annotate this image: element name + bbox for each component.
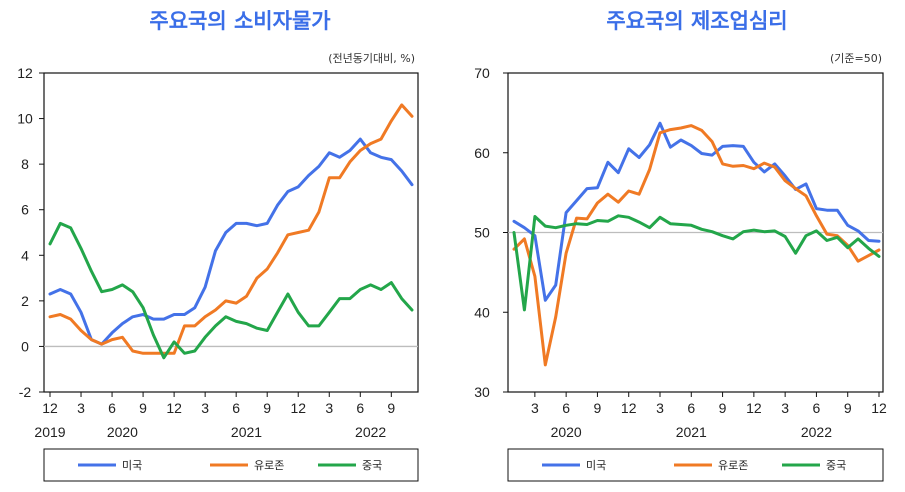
cpi-x-month-label: 6: [232, 400, 240, 416]
pmi-series-line-eurozone: [512, 124, 881, 367]
pmi-y-tick-label: 30: [474, 384, 490, 400]
cpi-x-month-label: 12: [42, 400, 58, 416]
cpi-y-tick-label: 8: [21, 156, 29, 172]
pmi-x-month-label: 3: [656, 400, 664, 416]
cpi-y-tick-label: 4: [21, 247, 29, 263]
cpi-y-axis: 12 10 8 6 4 2 0 -2: [17, 65, 44, 400]
pmi-y-tick-label: 70: [474, 65, 490, 81]
pmi-x-month-label: 6: [562, 400, 570, 416]
cpi-x-year-label: 2022: [355, 424, 386, 440]
cpi-x-month-label: 3: [77, 400, 85, 416]
cpi-x-month-label: 6: [108, 400, 116, 416]
cpi-x-year-label: 2020: [107, 424, 138, 440]
cpi-legend-label: 중국: [362, 459, 382, 472]
pmi-x-month-label: 12: [746, 400, 762, 416]
pmi-series-lines: [512, 121, 881, 367]
pmi-x-month-label: 6: [813, 400, 821, 416]
cpi-x-month-label: 12: [290, 400, 306, 416]
cpi-x-month-label: 3: [201, 400, 209, 416]
cpi-chart: 주요국의 소비자물가 (전년동기대비, %) 12 10 8 6 4 2 0 -2 12 3 6 9…: [17, 9, 419, 482]
pmi-series-line-china: [512, 214, 881, 312]
cpi-x-month-label: 9: [387, 400, 395, 416]
pmi-y-axis: 70 60 50 40 30: [474, 65, 508, 400]
pmi-y-tick-label: 40: [474, 304, 490, 320]
cpi-x-month-label: 6: [356, 400, 364, 416]
cpi-series-line-us: [48, 137, 414, 346]
pmi-x-year-label: 2022: [801, 424, 832, 440]
cpi-y-tick-label: 12: [17, 65, 33, 81]
pmi-x-month-label: 9: [719, 400, 727, 416]
pmi-unit-label: (기준=50): [830, 52, 882, 65]
cpi-chart-title: 주요국의 소비자물가: [149, 9, 331, 33]
pmi-x-year-label: 2021: [676, 424, 707, 440]
pmi-x-month-label: 6: [687, 400, 695, 416]
cpi-x-year-label: 2019: [34, 424, 65, 440]
pmi-series-line-us: [512, 121, 881, 302]
pmi-x-month-label: 9: [844, 400, 852, 416]
cpi-y-tick-label: 0: [21, 338, 29, 354]
pmi-legend-label: 중국: [826, 459, 846, 472]
cpi-x-year-label: 2021: [231, 424, 262, 440]
pmi-x-axis: 3 6 9 12 3 6 9 12 3 6 9 12 2020 2021 2022: [531, 392, 887, 440]
pmi-y-tick-label: 60: [474, 145, 490, 161]
pmi-chart-title: 주요국의 제조업심리: [606, 9, 787, 33]
cpi-x-axis: 12 3 6 9 12 3 6 9 12 3 6 9 2019 2020 2021 2022: [34, 392, 395, 440]
pmi-y-tick-label: 50: [474, 225, 490, 241]
pmi-legend-label: 미국: [586, 459, 606, 472]
cpi-x-month-label: 3: [325, 400, 333, 416]
cpi-series-line-china: [48, 221, 414, 360]
pmi-legend-box: [507, 448, 884, 482]
pmi-x-month-label: 12: [621, 400, 637, 416]
cpi-series-line-eurozone: [48, 103, 414, 355]
pmi-x-year-label: 2020: [551, 424, 582, 440]
cpi-y-tick-label: 6: [21, 202, 29, 218]
pmi-legend-label: 유로존: [718, 459, 748, 472]
cpi-y-tick-label: -2: [19, 384, 32, 400]
cpi-legend-label: 미국: [122, 459, 142, 472]
cpi-legend-box: [43, 448, 419, 482]
cpi-plot-frame: [43, 72, 419, 393]
cpi-x-month-label: 9: [263, 400, 271, 416]
cpi-legend: 미국 유로존 중국: [78, 459, 382, 472]
cpi-y-tick-label: 2: [21, 293, 29, 309]
pmi-chart: 주요국의 제조업심리 (기준=50) 70 60 50 40 30 3 6 9 12 3 6 9 12…: [474, 9, 887, 482]
cpi-x-month-label: 9: [139, 400, 147, 416]
pmi-x-month-label: 12: [871, 400, 887, 416]
cpi-unit-label: (전년동기대비, %): [328, 52, 415, 65]
cpi-x-month-label: 12: [166, 400, 182, 416]
cpi-legend-label: 유로존: [254, 459, 284, 472]
cpi-series-lines: [48, 103, 414, 360]
cpi-y-tick-label: 10: [17, 111, 33, 127]
pmi-x-month-label: 3: [781, 400, 789, 416]
pmi-x-month-label: 3: [531, 400, 539, 416]
pmi-legend: 미국 유로존 중국: [542, 459, 846, 472]
pmi-x-month-label: 9: [594, 400, 602, 416]
